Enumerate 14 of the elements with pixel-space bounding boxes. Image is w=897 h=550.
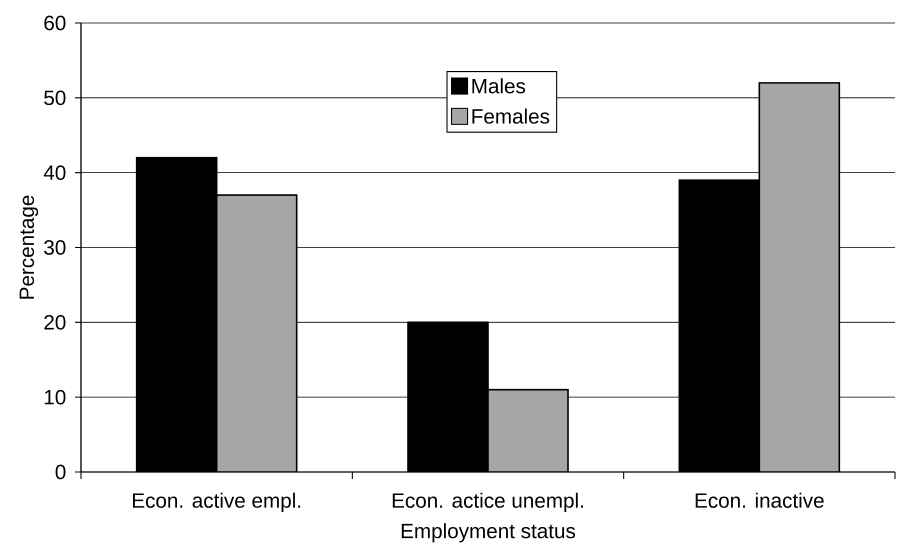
y-tick-label: 10 [44,390,66,404]
x-axis-title: Employment status [402,523,576,542]
y-tick-label: 40 [44,165,66,180]
x-tick-label: Econ. active empl. [132,492,300,512]
y-tick-label: 30 [44,240,66,255]
y-axis-title: Percentage [20,196,38,299]
y-tick-label: 60 [44,16,66,30]
legend-label: Males [472,78,526,94]
x-tick-label: Econ. actice unempl. [392,492,583,512]
x-tick-label: Econ. inactive [696,492,824,508]
y-tick-label: 20 [44,315,66,330]
y-tick-label: 0 [56,464,66,480]
legend-label: Females [472,108,550,124]
y-tick-label: 50 [44,90,66,106]
